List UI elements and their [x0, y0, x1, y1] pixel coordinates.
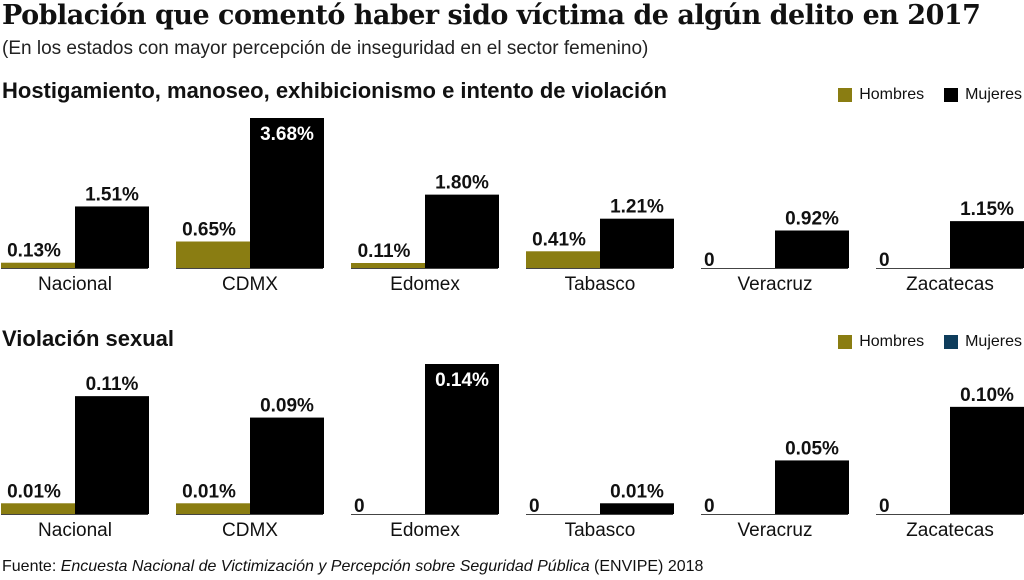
bar-hombres: [1, 503, 75, 514]
legend-item-hombres: Hombres: [838, 333, 924, 351]
value-label-mujeres: 0.01%: [610, 481, 664, 502]
value-label-mujeres: 1.80%: [435, 173, 489, 194]
value-label-hombres: 0.13%: [7, 241, 61, 262]
panel-2-title: Violación sexual: [2, 326, 175, 351]
footer-prefix: Fuente:: [2, 558, 61, 575]
chart-hostigamiento: 0.13% 1.51% Nacional 0.65% 3.68% CDMX 0.11% 1.8…: [1, 118, 1024, 295]
bar-mujeres: [75, 206, 149, 268]
legend-item-hombres: Hombres: [838, 86, 924, 104]
legend-label-hombres: Hombres: [859, 86, 925, 103]
value-label-hombres: 0.01%: [7, 481, 61, 502]
value-label-mujeres: 3.68%: [260, 124, 314, 145]
value-label-mujeres: 0.14%: [435, 370, 489, 391]
category-label: Nacional: [38, 274, 112, 295]
category-label: Edomex: [390, 520, 460, 541]
legend-item-mujeres: Mujeres: [944, 333, 1022, 351]
legend-label-mujeres: Mujeres: [965, 333, 1022, 350]
bar-hombres: [351, 263, 425, 268]
value-label-hombres: 0.41%: [532, 229, 586, 250]
legend-label-hombres: Hombres: [859, 333, 925, 350]
value-label-hombres: 0: [704, 496, 715, 517]
value-label-mujeres: 1.15%: [960, 199, 1014, 220]
value-label-mujeres: 0.05%: [785, 438, 839, 459]
panel-1-legend: Hombres Mujeres: [818, 86, 1022, 104]
page-subtitle: (En los estados con mayor percepción de …: [2, 38, 649, 59]
chart-violacion-sexual: 0.01% 0.11% Nacional 0.01% 0.09% CDMX 0 0.14% Ed…: [1, 364, 1024, 541]
bar-hombres: [526, 251, 600, 268]
value-label-hombres: 0: [879, 250, 890, 271]
category-label: Veracruz: [738, 520, 813, 541]
category-label: Tabasco: [565, 274, 636, 295]
bar-hombres: [1, 262, 75, 268]
value-label-mujeres: 0.92%: [785, 209, 839, 230]
value-label-hombres: 0.11%: [358, 241, 411, 262]
bar-hombres: [176, 503, 250, 514]
bar-mujeres: [75, 396, 149, 514]
bar-mujeres: [250, 417, 324, 514]
category-label: Edomex: [390, 274, 460, 295]
legend-swatch-mujeres: [944, 335, 959, 349]
category-label: Tabasco: [565, 520, 636, 541]
value-label-mujeres: 0.10%: [960, 385, 1014, 406]
bar-mujeres: [425, 194, 499, 268]
bar-mujeres: [950, 406, 1024, 514]
category-label: Zacatecas: [906, 520, 994, 541]
value-label-hombres: 0: [879, 496, 890, 517]
source-footnote: Fuente: Encuesta Nacional de Victimizaci…: [2, 558, 703, 576]
category-label: Zacatecas: [906, 274, 994, 295]
category-label: CDMX: [222, 520, 278, 541]
category-label: Veracruz: [738, 274, 813, 295]
legend-swatch-hombres: [838, 335, 853, 349]
bar-hombres: [176, 241, 250, 268]
value-label-mujeres: 1.51%: [85, 184, 139, 205]
bar-mujeres: [250, 118, 324, 268]
value-label-mujeres: 1.21%: [610, 197, 664, 218]
legend-item-mujeres: Mujeres: [944, 86, 1022, 104]
page-title: Población que comentó haber sido víctima…: [2, 0, 981, 31]
bar-mujeres: [775, 230, 849, 268]
category-label: Nacional: [38, 520, 112, 541]
value-label-hombres: 0.65%: [182, 220, 236, 241]
value-label-mujeres: 0.09%: [260, 396, 314, 417]
bar-mujeres: [600, 503, 674, 514]
footer-suffix: (ENVIPE) 2018: [589, 558, 704, 575]
legend-label-mujeres: Mujeres: [965, 86, 1022, 103]
footer-source: Encuesta Nacional de Victimización y Per…: [60, 558, 590, 575]
bar-mujeres: [950, 221, 1024, 268]
panel-1-title: Hostigamiento, manoseo, exhibicionismo e…: [2, 78, 667, 103]
legend-swatch-hombres: [838, 88, 853, 102]
value-label-hombres: 0: [529, 496, 540, 517]
value-label-mujeres: 0.11%: [86, 374, 139, 395]
category-label: CDMX: [222, 274, 278, 295]
value-label-hombres: 0: [354, 496, 365, 517]
bar-mujeres: [775, 460, 849, 514]
bar-mujeres: [425, 364, 499, 514]
value-label-hombres: 0.01%: [182, 481, 236, 502]
value-label-hombres: 0: [704, 250, 715, 271]
panel-2-legend: Hombres Mujeres: [818, 333, 1022, 351]
bar-mujeres: [600, 218, 674, 268]
legend-swatch-mujeres: [944, 88, 959, 102]
